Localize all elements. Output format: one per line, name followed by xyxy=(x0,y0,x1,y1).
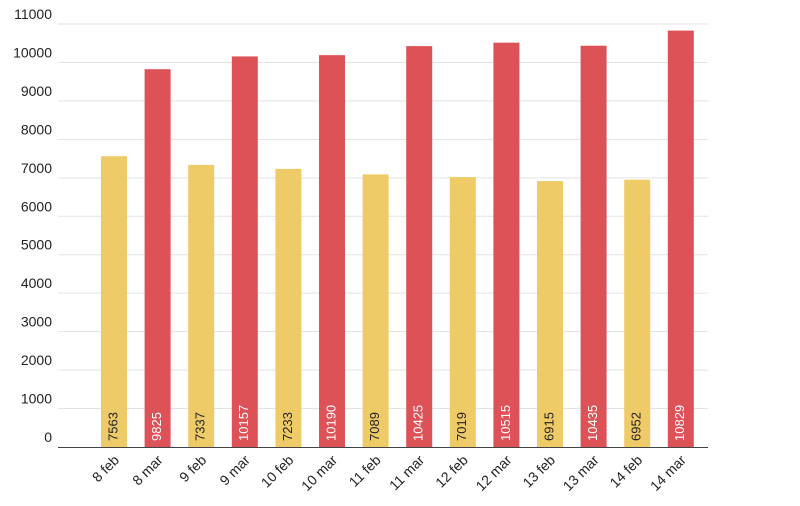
x-tick-label: 12 feb xyxy=(432,452,471,491)
x-tick-label: 10 feb xyxy=(258,452,297,491)
y-tick-label: 5000 xyxy=(21,237,52,253)
bar-value-label: 10435 xyxy=(585,405,600,441)
y-tick-label: 1000 xyxy=(21,391,52,407)
x-tick-label: 12 mar xyxy=(472,452,514,494)
bar xyxy=(493,42,520,448)
x-tick-label: 10 mar xyxy=(298,452,340,494)
bar xyxy=(188,164,215,447)
y-tick-label: 10000 xyxy=(13,44,52,60)
x-tick-label: 8 mar xyxy=(129,452,166,489)
bar-value-label: 7019 xyxy=(454,412,469,441)
y-tick-label: 11000 xyxy=(14,6,52,22)
x-tick-label: 9 mar xyxy=(216,452,253,489)
bar xyxy=(231,56,258,448)
bar-value-label: 10515 xyxy=(498,405,513,441)
bar-value-label: 9825 xyxy=(149,412,164,441)
bar-value-label: 7233 xyxy=(280,412,295,441)
x-axis-labels: 8 feb 8 mar 9 feb 9 mar 10 feb 10 mar 11 feb 11… xyxy=(89,452,689,494)
bar xyxy=(406,46,433,448)
y-tick-label: 3000 xyxy=(21,314,52,330)
y-tick-label: 4000 xyxy=(21,275,52,291)
bar-value-label: 6952 xyxy=(629,412,644,441)
x-tick-label: 11 mar xyxy=(386,452,428,494)
bar xyxy=(101,156,127,447)
bar-value-label: 7563 xyxy=(105,412,120,441)
bar xyxy=(624,179,651,447)
y-axis-ticks: 0 1000 2000 3000 4000 5000 6000 7000 8000 9000 100… xyxy=(13,6,52,445)
bar-value-label: 7089 xyxy=(367,412,382,441)
bar-value-label: 10190 xyxy=(323,405,338,441)
bar xyxy=(319,55,345,447)
x-tick-label: 8 feb xyxy=(89,452,122,485)
y-tick-label: 6000 xyxy=(21,198,52,214)
bar-value-label: 7337 xyxy=(193,412,208,441)
x-tick-label: 13 feb xyxy=(519,452,558,491)
y-tick-label: 7000 xyxy=(21,160,52,176)
bar xyxy=(362,174,389,447)
bar xyxy=(449,177,476,448)
bars: 7563 9825 7337 10157 7233 10190 7089 10425 7019 1… xyxy=(101,30,694,448)
x-tick-label: 11 feb xyxy=(346,452,384,490)
x-tick-label: 14 mar xyxy=(647,452,689,494)
bar xyxy=(537,181,563,447)
y-tick-label: 8000 xyxy=(21,121,52,137)
y-tick-label: 0 xyxy=(44,429,52,445)
bar xyxy=(580,45,607,448)
bar xyxy=(667,30,694,448)
y-tick-label: 9000 xyxy=(21,83,52,99)
bar xyxy=(275,168,302,447)
bar xyxy=(144,69,171,448)
bar-value-label: 10425 xyxy=(411,405,426,441)
bar-value-label: 6915 xyxy=(541,412,556,441)
bar-value-label: 10829 xyxy=(672,405,687,441)
y-tick-label: 2000 xyxy=(21,352,52,368)
bar-value-label: 10157 xyxy=(236,405,251,441)
x-tick-label: 13 mar xyxy=(560,452,602,494)
x-tick-label: 14 feb xyxy=(606,452,645,491)
x-tick-label: 9 feb xyxy=(176,452,209,485)
